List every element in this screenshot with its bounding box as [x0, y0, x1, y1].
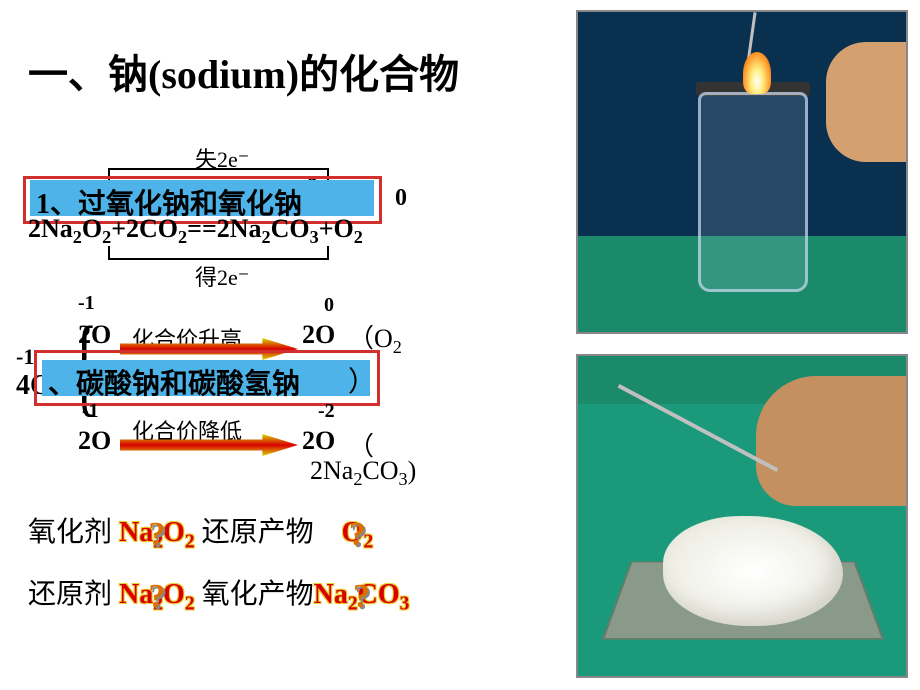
- na2o2-text-2: Na2O2: [119, 579, 195, 616]
- arrow-down: [120, 434, 298, 456]
- ox-row2-2O-left: 2O: [78, 426, 111, 456]
- oxidizer-line: 氧化剂 Na2O2 还原产物 O2: [28, 510, 373, 554]
- ox-row1-2O-right: 2O: [302, 320, 335, 350]
- ox-row1-right-num: 0: [324, 294, 334, 317]
- ox-row2-right-num: -2: [318, 400, 335, 423]
- experiment-photo-top: [576, 10, 908, 334]
- main-title: 一、钠(sodium)的化合物: [28, 42, 459, 100]
- cotton-ball: [663, 516, 843, 626]
- flame-icon: [743, 52, 771, 94]
- gain-bracket: [108, 246, 329, 260]
- na2co3-text: Na2CO3: [314, 579, 410, 616]
- glass-jar: [698, 92, 808, 292]
- forceps-icon: [618, 384, 779, 472]
- ox-row2-left-num: -1: [82, 400, 99, 423]
- hand-icon: [756, 376, 906, 506]
- topic-2-box: 、碳酸钠和碳酸氢钠: [42, 360, 370, 396]
- gain-electron-label: 得2e⁻: [195, 260, 249, 292]
- reducer-line: 还原剂 Na2O2 氧化产物Na2CO3: [28, 572, 409, 616]
- hand-icon: [826, 42, 906, 162]
- na2o2-text-1: Na2O2: [119, 517, 195, 554]
- paren-close-mid: ）: [348, 360, 376, 400]
- minus1-left: -1: [16, 344, 34, 370]
- topic-1-box: 1、过氧化钠和氧化钠: [30, 180, 374, 216]
- experiment-photo-bottom: [576, 354, 908, 678]
- na2co3-paren: 2Na2CO3): [310, 456, 416, 490]
- ox-zero-top: 0: [395, 185, 407, 212]
- o2-text: O2: [342, 517, 374, 554]
- chemical-equation: 2Na2O2+2CO2==2Na2CO3+O2: [28, 214, 363, 248]
- ox-row2-2O-right: 2O: [302, 426, 335, 456]
